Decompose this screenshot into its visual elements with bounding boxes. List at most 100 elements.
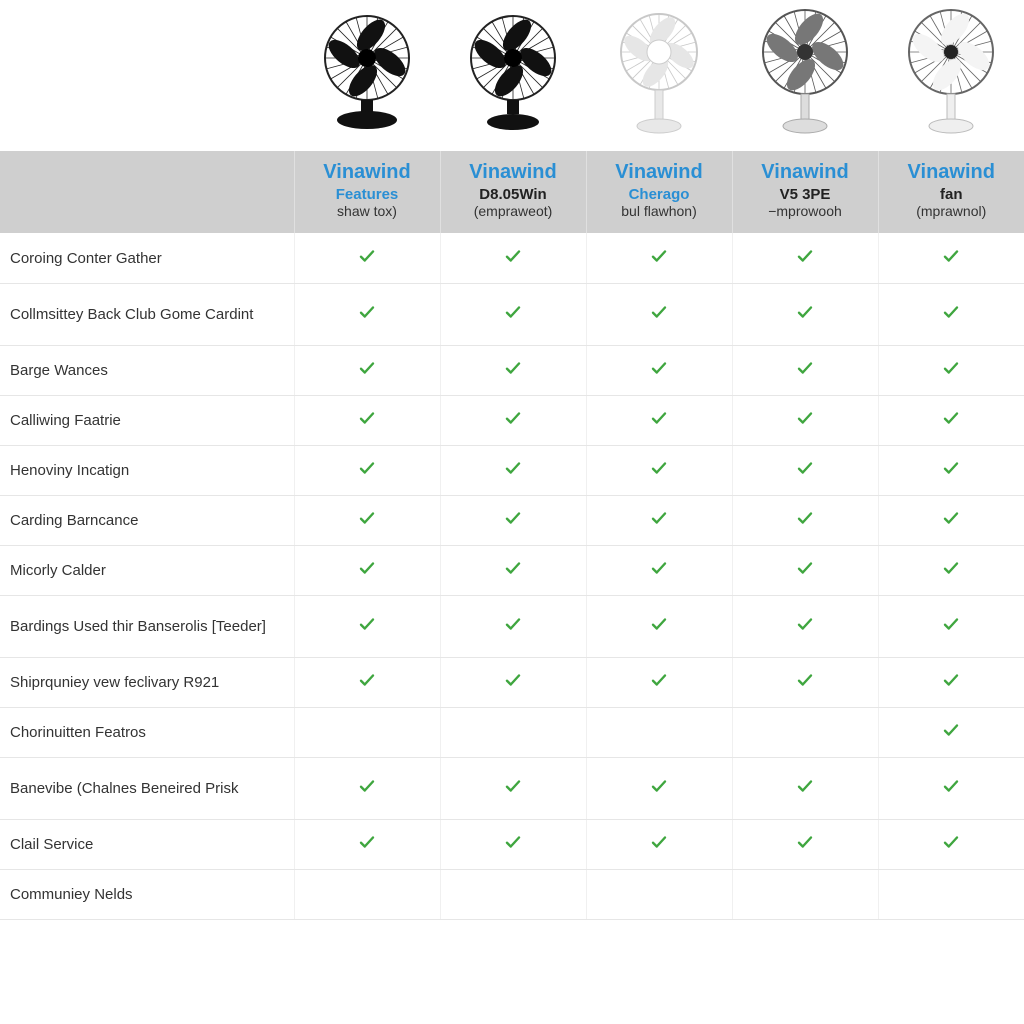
check-icon [358,676,376,693]
check-icon [358,514,376,531]
check-icon [358,252,376,269]
feature-cell [586,495,732,545]
feature-cell [294,707,440,757]
check-icon [650,838,668,855]
comparison-table: Vinawind Features shaw tox) Vinawind D8.… [0,0,1024,920]
feature-cell [440,395,586,445]
product-brand: Vinawind [885,161,1019,184]
feature-cell [440,283,586,345]
check-icon [504,514,522,531]
table-row: Shiprquniey vew feclivary R921 [0,657,1024,707]
feature-label: Banevibe (Chalnes Beneired Prisk [0,757,294,819]
feature-cell [732,283,878,345]
feature-cell [440,233,586,283]
feature-cell [878,233,1024,283]
product-sub2: shaw tox) [301,203,434,219]
feature-label: Coroing Conter Gather [0,233,294,283]
feature-cell [878,819,1024,869]
product-header-cell: Vinawind D8.05Win (empraweot) [440,151,586,233]
check-icon [504,782,522,799]
product-brand: Vinawind [739,161,872,184]
feature-cell [732,595,878,657]
check-icon [796,838,814,855]
check-icon [796,308,814,325]
product-image-cell [440,0,586,151]
feature-cell [294,545,440,595]
table-row: Banevibe (Chalnes Beneired Prisk [0,757,1024,819]
check-icon [942,620,960,637]
feature-cell [878,545,1024,595]
feature-cell [440,345,586,395]
feature-cell [440,595,586,657]
feature-cell [586,757,732,819]
feature-cell [440,657,586,707]
feature-cell [878,495,1024,545]
check-icon [650,364,668,381]
check-icon [650,308,668,325]
feature-cell [586,233,732,283]
check-icon [504,252,522,269]
product-sub2: bul flawhon) [593,203,726,219]
check-icon [504,564,522,581]
check-icon [942,414,960,431]
feature-cell [440,445,586,495]
table-row: Clail Service [0,819,1024,869]
check-icon [358,308,376,325]
check-icon [796,782,814,799]
product-sub1: fan [885,186,1019,203]
feature-label: Carding Barncance [0,495,294,545]
check-icon [358,364,376,381]
check-icon [504,838,522,855]
feature-cell [440,707,586,757]
feature-cell [440,819,586,869]
feature-cell [586,395,732,445]
feature-cell [440,869,586,919]
check-icon [650,782,668,799]
feature-cell [732,657,878,707]
feature-label: Chorinuitten Featros [0,707,294,757]
check-icon [358,838,376,855]
check-icon [796,364,814,381]
feature-cell [294,395,440,445]
check-icon [650,564,668,581]
product-sub1: Cherago [593,186,726,203]
header-row-spacer [0,151,294,233]
feature-cell [586,869,732,919]
product-header-cell: Vinawind Cherago bul flawhon) [586,151,732,233]
check-icon [796,514,814,531]
feature-cell [294,869,440,919]
feature-cell [878,283,1024,345]
product-header-cell: Vinawind Features shaw tox) [294,151,440,233]
feature-cell [586,545,732,595]
table-row: Coroing Conter Gather [0,233,1024,283]
feature-cell [440,757,586,819]
check-icon [942,514,960,531]
feature-cell [732,233,878,283]
feature-label: Henoviny Incatign [0,445,294,495]
feature-cell [732,757,878,819]
product-sub1: V5 3PE [739,186,872,203]
check-icon [504,364,522,381]
feature-cell [732,819,878,869]
feature-label: Micorly Calder [0,545,294,595]
check-icon [942,308,960,325]
feature-label: Calliwing Faatrie [0,395,294,445]
feature-cell [294,495,440,545]
product-image-cell [732,0,878,151]
check-icon [504,676,522,693]
check-icon [358,620,376,637]
check-icon [650,464,668,481]
feature-label: Communiey Nelds [0,869,294,919]
feature-cell [586,595,732,657]
feature-cell [732,445,878,495]
check-icon [796,620,814,637]
check-icon [942,782,960,799]
feature-cell [732,545,878,595]
feature-cell [878,757,1024,819]
feature-rows-body: Coroing Conter GatherCollmsittey Back Cl… [0,233,1024,919]
feature-label: Collmsittey Back Club Gome Cardint [0,283,294,345]
check-icon [942,364,960,381]
check-icon [942,464,960,481]
feature-cell [586,345,732,395]
feature-cell [294,233,440,283]
